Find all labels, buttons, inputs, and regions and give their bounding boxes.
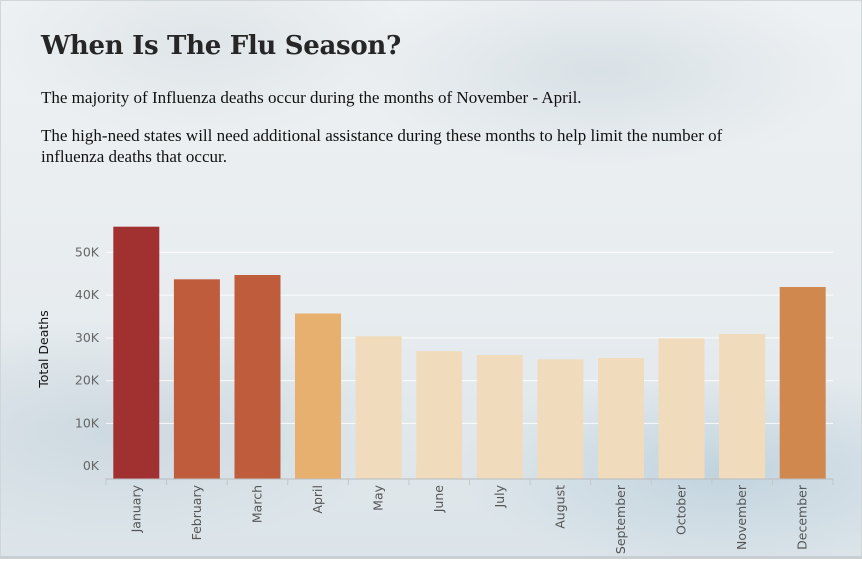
x-tick-label: August — [552, 485, 567, 529]
x-tick-label: April — [310, 485, 325, 514]
bottom-divider — [0, 556, 862, 559]
bar-february — [173, 279, 220, 479]
bar-august — [537, 359, 584, 479]
bar-march — [234, 275, 281, 479]
x-tick-label: March — [250, 485, 265, 523]
page-title: When Is The Flu Season? — [41, 31, 401, 61]
bar-may — [355, 336, 402, 479]
bar-january — [113, 226, 160, 479]
y-tick-label: 10K — [75, 415, 100, 430]
bar-july — [476, 355, 523, 479]
x-tick-label: September — [613, 484, 628, 554]
y-axis-title: Total Deaths — [36, 310, 51, 388]
x-tick-label: December — [795, 484, 810, 550]
y-tick-label: 30K — [75, 330, 100, 345]
x-tick-label: May — [371, 484, 386, 510]
y-tick-label: 0K — [83, 458, 100, 473]
recommendation-paragraph: The high-need states will need additiona… — [41, 126, 723, 166]
bar-october — [658, 338, 705, 479]
bar-november — [719, 334, 766, 479]
x-tick-label: January — [128, 484, 143, 533]
x-tick-label: November — [734, 484, 749, 550]
bar-september — [598, 358, 644, 479]
bar-june — [416, 351, 463, 479]
y-tick-label: 40K — [75, 287, 100, 302]
x-tick-label: June — [431, 485, 446, 514]
y-tick-label: 20K — [75, 373, 100, 388]
bar-april — [295, 313, 341, 479]
x-tick-label: October — [674, 484, 689, 535]
x-tick-label: February — [189, 484, 204, 540]
bar-december — [779, 287, 826, 479]
y-tick-label: 50K — [75, 244, 100, 259]
description-paragraph: The majority of Influenza deaths occur d… — [41, 88, 582, 107]
x-tick-label: July — [492, 484, 507, 508]
